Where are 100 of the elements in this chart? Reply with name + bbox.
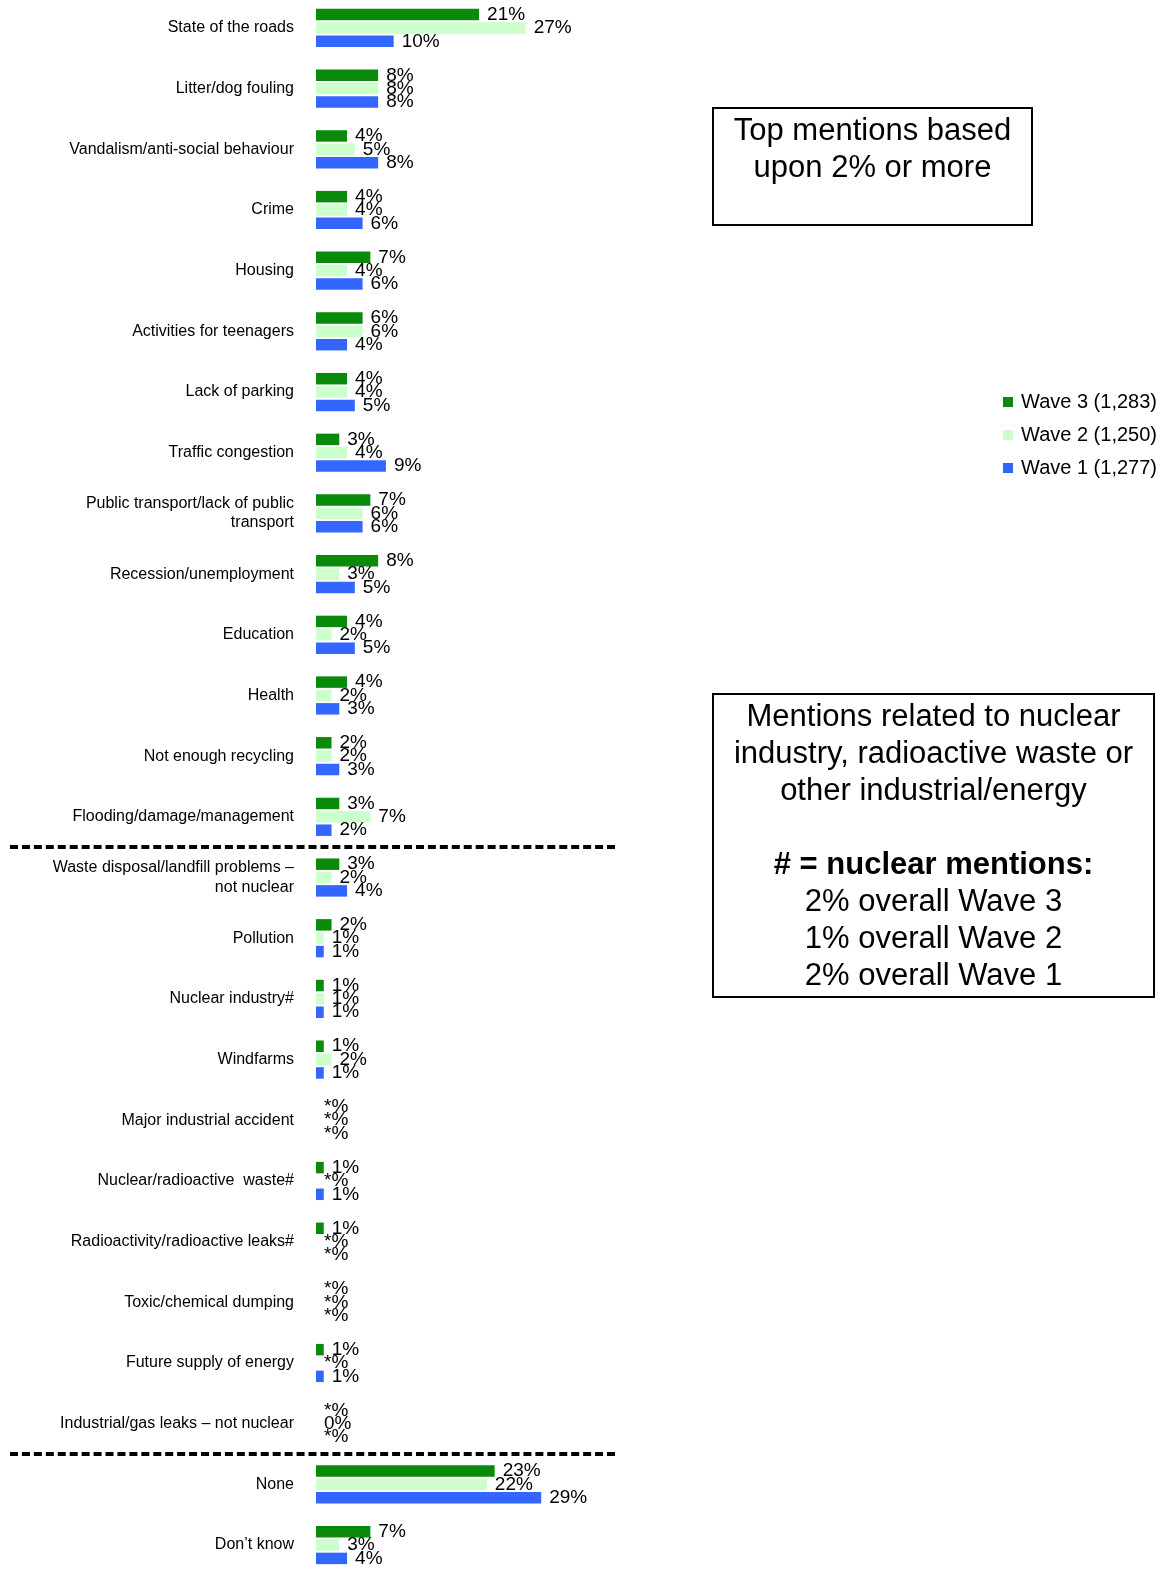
y-tick-label: Lack of parking — [185, 382, 294, 400]
y-tick-label: Education — [222, 625, 294, 643]
bar — [316, 919, 332, 931]
legend-label: Wave 2 (1,250) — [1021, 423, 1157, 446]
data-label: 21% — [487, 2, 526, 24]
bar — [316, 35, 394, 48]
bar — [316, 1552, 348, 1565]
bar — [316, 689, 332, 702]
bar — [316, 737, 332, 749]
bar — [316, 372, 348, 385]
bar — [316, 642, 355, 654]
bar — [316, 312, 363, 324]
bar — [316, 143, 355, 156]
bar — [316, 979, 324, 992]
y-tick-label: Major industrial accident — [121, 1110, 295, 1128]
bar — [316, 945, 324, 958]
bar — [316, 82, 379, 95]
bar — [316, 338, 348, 351]
bar — [316, 494, 371, 506]
bar — [316, 446, 348, 459]
bar — [316, 1161, 324, 1174]
data-label: 7% — [378, 805, 406, 827]
bar — [316, 555, 379, 567]
bar — [316, 1539, 340, 1551]
bar — [316, 460, 386, 472]
bar — [316, 1040, 324, 1052]
text: 2% overall Wave 3 — [803, 882, 1064, 919]
bar — [316, 217, 363, 230]
bar — [316, 763, 340, 776]
bar — [316, 190, 348, 203]
bar — [316, 278, 363, 290]
bar — [316, 156, 379, 169]
bar — [316, 386, 348, 398]
y-tick-label: Vandalism/anti-social behaviour — [69, 139, 295, 157]
bar — [316, 521, 363, 533]
y-tick-label: Pollution — [232, 928, 294, 946]
bar — [316, 96, 379, 108]
y-tick-label: None — [255, 1474, 295, 1492]
bar — [316, 1006, 324, 1018]
y-tick-label: Recession/unemployment — [109, 564, 295, 582]
y-tick-label: Future supply of energy — [125, 1353, 294, 1371]
bar — [316, 1222, 324, 1235]
legend-label: Wave 3 (1,283) — [1021, 390, 1157, 413]
bar — [316, 1188, 324, 1201]
y-tick-label: Flooding/damage/management — [72, 807, 295, 825]
bar — [316, 824, 332, 836]
bar — [316, 581, 355, 594]
bar — [316, 264, 348, 277]
bar — [316, 325, 363, 338]
y-tick-label: Crime — [251, 200, 295, 218]
y-tick-label: Nuclear/radioactive waste# — [97, 1171, 295, 1189]
bar — [316, 507, 363, 520]
y-tick-label: State of the roads — [167, 18, 294, 36]
bar — [316, 1370, 324, 1383]
bar — [316, 251, 371, 264]
bar — [316, 993, 324, 1005]
y-tick-label: Radioactivity/radioactive leaks# — [70, 1232, 295, 1250]
data-label: 8% — [386, 548, 414, 570]
bar — [316, 1465, 495, 1477]
bar — [316, 1343, 324, 1356]
bar — [316, 797, 340, 810]
y-tick-label: Windfarms — [217, 1049, 294, 1067]
y-tick-label: Activities for teenagers — [132, 321, 294, 339]
data-label: 27% — [533, 16, 572, 38]
y-tick-label: Litter/dog fouling — [175, 79, 294, 97]
bar — [316, 629, 332, 641]
data-label: 7% — [378, 245, 406, 267]
text: Mentions related to nuclear industry, radioactive waste or other industrial/energy — [732, 697, 1135, 808]
y-tick-label: Not enough recycling — [143, 746, 294, 764]
bar — [316, 676, 348, 688]
bar — [316, 750, 332, 762]
legend-label: Wave 1 (1,277) — [1021, 456, 1157, 479]
bar — [316, 858, 340, 870]
bar — [316, 1053, 332, 1066]
data-label: 29% — [549, 1485, 588, 1507]
bar — [316, 433, 340, 446]
data-label: 3% — [347, 791, 375, 813]
bar — [316, 871, 332, 884]
data-label: 10% — [401, 29, 440, 51]
bar — [316, 811, 371, 823]
y-tick-label: Public transport/lack of public transport — [85, 494, 295, 531]
data-label: 7% — [378, 1519, 406, 1541]
bar — [316, 22, 526, 34]
text: 1% overall Wave 2 — [803, 919, 1064, 956]
bar — [316, 885, 348, 897]
y-tick-label: Housing — [235, 261, 294, 279]
bar — [316, 399, 355, 412]
y-tick-label: Don’t know — [214, 1535, 295, 1553]
data-label: 2% — [339, 818, 368, 840]
bar — [316, 1525, 371, 1538]
data-label: 9% — [393, 454, 422, 476]
text: 2% overall Wave 1 — [803, 956, 1064, 993]
bar — [316, 932, 324, 944]
bar — [316, 568, 340, 580]
bar — [316, 1478, 487, 1491]
bar — [316, 8, 480, 21]
y-tick-label: Industrial/gas leaks – not nuclear — [60, 1414, 295, 1432]
y-tick-label: Toxic/chemical dumping — [124, 1292, 294, 1310]
bar — [316, 204, 348, 216]
bar — [316, 1067, 324, 1079]
